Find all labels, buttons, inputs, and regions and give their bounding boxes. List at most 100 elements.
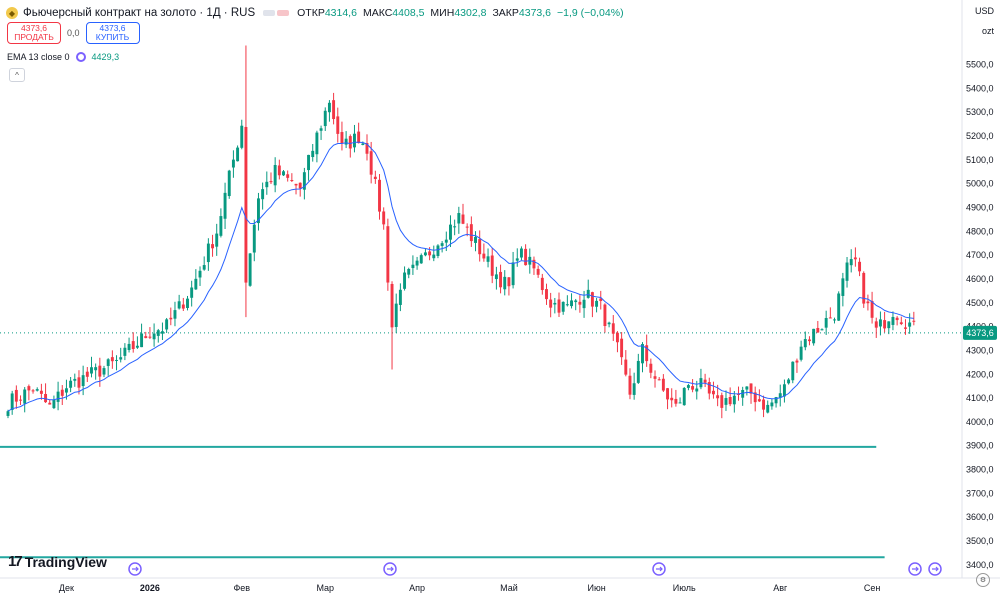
indicator-legend[interactable]: EMA 13 close 0 4429,3 <box>7 52 119 62</box>
candle <box>332 92 336 125</box>
candle <box>394 293 398 334</box>
candle <box>206 238 210 271</box>
candle <box>169 307 173 326</box>
candle <box>849 249 853 273</box>
candle <box>691 379 695 393</box>
candle <box>549 292 553 318</box>
candle <box>570 293 573 309</box>
collapse-legend-icon[interactable]: ^ <box>9 68 25 82</box>
candle <box>862 271 866 308</box>
candle <box>265 171 269 195</box>
candle <box>244 45 248 318</box>
candle <box>181 297 185 311</box>
candle <box>808 336 811 346</box>
price-tick-label: 4200,0 <box>966 369 994 379</box>
time-tick-label: Июн <box>587 583 605 593</box>
candle <box>828 307 832 319</box>
candle <box>302 167 306 200</box>
candle <box>14 385 18 409</box>
candle <box>883 311 887 333</box>
candle <box>307 154 311 181</box>
candle <box>499 264 503 294</box>
candle <box>177 294 181 310</box>
candle <box>912 311 916 326</box>
candle <box>156 328 160 343</box>
candle <box>344 131 348 149</box>
candle <box>787 378 791 385</box>
indicator-settings-icon[interactable] <box>75 52 86 62</box>
candle <box>190 280 194 307</box>
candle <box>507 277 511 296</box>
candle <box>140 323 144 348</box>
tradingview-logo[interactable]: 17 TradingView <box>8 553 107 570</box>
candle <box>519 246 523 261</box>
candle <box>703 373 707 388</box>
candle <box>77 370 81 395</box>
candle <box>457 206 461 234</box>
candle <box>565 295 569 307</box>
candle <box>670 388 674 408</box>
candle <box>628 368 632 400</box>
time-tick-label: Июль <box>673 583 696 593</box>
candle <box>357 122 361 144</box>
candle <box>173 301 177 327</box>
candle <box>256 192 260 231</box>
time-tick-label: Авг <box>773 583 788 593</box>
candle <box>248 252 252 287</box>
currency-label[interactable]: USD <box>974 6 994 16</box>
price-tick-label: 4700,0 <box>966 250 994 260</box>
candle <box>511 251 515 289</box>
market-status-icons[interactable] <box>263 10 290 16</box>
symbol-title[interactable]: Фьючерсный контракт на золото · 1Д · RUS <box>23 7 256 19</box>
candle <box>282 169 285 177</box>
price-tick-label: 4600,0 <box>966 274 994 284</box>
ohlc-values: ОТКР4314,6 МАКС4408,5 МИН4302,8 ЗАКР4373… <box>297 7 624 19</box>
candle <box>595 297 599 313</box>
settings-icon[interactable]: ⚙ <box>976 573 990 587</box>
candle <box>231 150 235 178</box>
high-value: 4408,5 <box>392 7 425 19</box>
candle <box>574 298 578 311</box>
candle <box>624 350 628 377</box>
candle <box>449 215 452 248</box>
candle <box>540 273 544 295</box>
candle <box>878 311 882 336</box>
price-tick-label: 3800,0 <box>966 465 994 475</box>
candle <box>415 256 419 270</box>
candle <box>269 172 273 185</box>
candle <box>666 387 670 410</box>
candle <box>653 370 657 388</box>
candle <box>386 218 390 291</box>
candle <box>803 331 807 351</box>
price-tick-label: 5400,0 <box>966 83 994 93</box>
candle <box>219 208 223 238</box>
candle <box>94 363 98 380</box>
sell-button[interactable]: 4373,6 ПРОДАТЬ <box>7 22 61 44</box>
candle <box>853 247 857 267</box>
unit-label[interactable]: ozt <box>981 26 994 36</box>
candle <box>749 383 753 404</box>
candle <box>453 219 457 236</box>
indicator-value: 4429,3 <box>91 52 120 62</box>
candle <box>27 384 31 401</box>
buy-button[interactable]: 4373,6 КУПИТЬ <box>85 22 140 44</box>
candle <box>741 386 745 406</box>
candle <box>791 361 795 384</box>
price-tick-label: 3400,0 <box>966 560 994 570</box>
candle <box>223 182 227 229</box>
candle <box>56 381 60 411</box>
candle <box>724 390 728 411</box>
candle <box>106 358 110 376</box>
candle <box>19 395 22 406</box>
open-value: 4314,6 <box>324 7 357 19</box>
candle <box>131 332 135 353</box>
candle <box>812 328 816 346</box>
candle <box>353 124 356 153</box>
candle <box>553 297 557 314</box>
price-tick-label: 5200,0 <box>966 131 994 141</box>
candle <box>682 387 686 406</box>
candle <box>711 381 715 399</box>
change-value: −1,9 (−0,04%) <box>557 7 624 19</box>
candle <box>770 398 774 410</box>
